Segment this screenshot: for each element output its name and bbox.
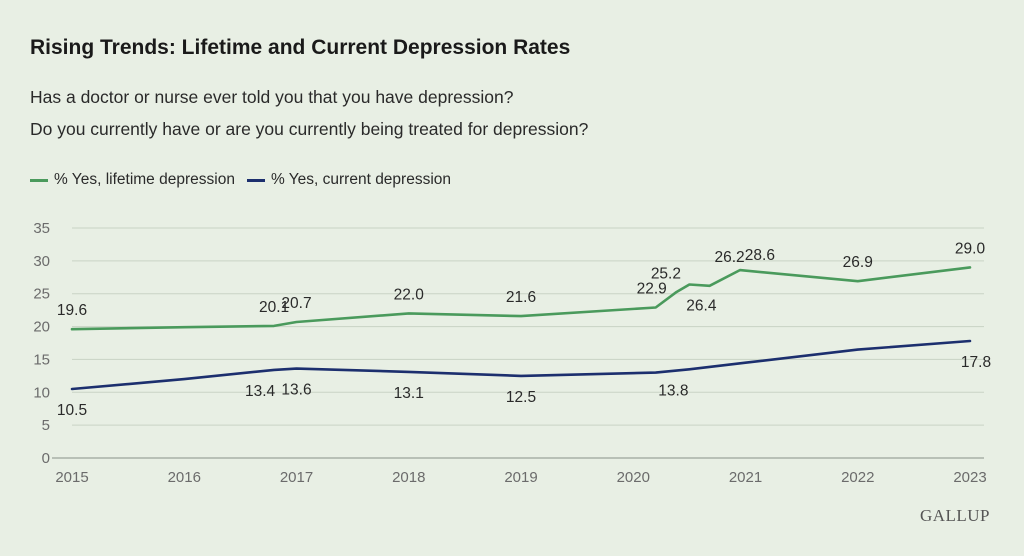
y-tick-label: 10: [33, 384, 50, 401]
data-label-lifetime: 19.6: [57, 302, 87, 319]
data-label-lifetime: 20.1: [259, 299, 289, 316]
data-label-lifetime: 22.0: [394, 286, 425, 303]
data-label-current: 13.1: [394, 385, 424, 402]
y-tick-label: 25: [33, 286, 50, 303]
data-label-lifetime: 29.0: [955, 240, 986, 257]
legend-swatch-lifetime: [30, 178, 48, 182]
data-label-lifetime: 21.6: [506, 289, 536, 306]
y-tick-label: 15: [33, 351, 50, 368]
data-label-lifetime: 26.9: [843, 254, 873, 271]
y-tick-label: 0: [42, 450, 50, 467]
x-tick-label: 2018: [392, 469, 425, 486]
x-tick-label: 2019: [504, 469, 537, 486]
data-label-lifetime: 28.6: [745, 247, 775, 264]
gallup-logo: GALLUP: [919, 506, 990, 525]
data-label-current: 13.8: [658, 382, 688, 399]
data-label-current: 17.8: [961, 354, 991, 371]
x-tick-label: 2020: [617, 469, 650, 486]
data-label-lifetime: 26.2: [714, 249, 744, 266]
legend-swatch-current: [246, 178, 265, 182]
x-tick-label: 2015: [55, 469, 88, 486]
data-label-current: 13.6: [281, 382, 311, 399]
legend-label-current: % Yes, current depression: [270, 171, 452, 188]
data-label-current: 13.4: [245, 383, 276, 400]
data-label-lifetime: 22.9: [637, 281, 667, 298]
data-label-current: 12.5: [506, 389, 536, 406]
question-lifetime: Has a doctor or nurse ever told you that…: [30, 87, 514, 107]
chart-title: Rising Trends: Lifetime and Current Depr…: [30, 36, 571, 59]
data-label-lifetime: 26.4: [686, 298, 717, 315]
x-tick-label: 2022: [841, 469, 874, 486]
legend-item-lifetime: % Yes, lifetime depression: [30, 171, 235, 189]
legend-item-current: % Yes, current depression: [246, 171, 452, 189]
series-line-current: [70, 339, 972, 391]
legend-label-lifetime: % Yes, lifetime depression: [54, 171, 235, 188]
x-tick-label: 2021: [729, 469, 762, 486]
data-label-current: 10.5: [57, 402, 87, 419]
y-tick-label: 30: [33, 253, 50, 270]
legend: % Yes, lifetime depression % Yes, curren…: [30, 171, 463, 189]
data-label-lifetime: 25.2: [651, 265, 681, 282]
y-tick-label: 20: [33, 319, 50, 336]
y-tick-label: 35: [33, 220, 50, 237]
question-current: Do you currently have or are you current…: [30, 119, 589, 139]
y-tick-label: 5: [42, 417, 50, 434]
x-tick-label: 2016: [168, 469, 201, 486]
series-line-lifetime: [70, 266, 972, 331]
data-label-lifetime: 20.7: [281, 295, 311, 312]
x-tick-label: 2023: [953, 469, 986, 486]
x-tick-label: 2017: [280, 469, 313, 486]
